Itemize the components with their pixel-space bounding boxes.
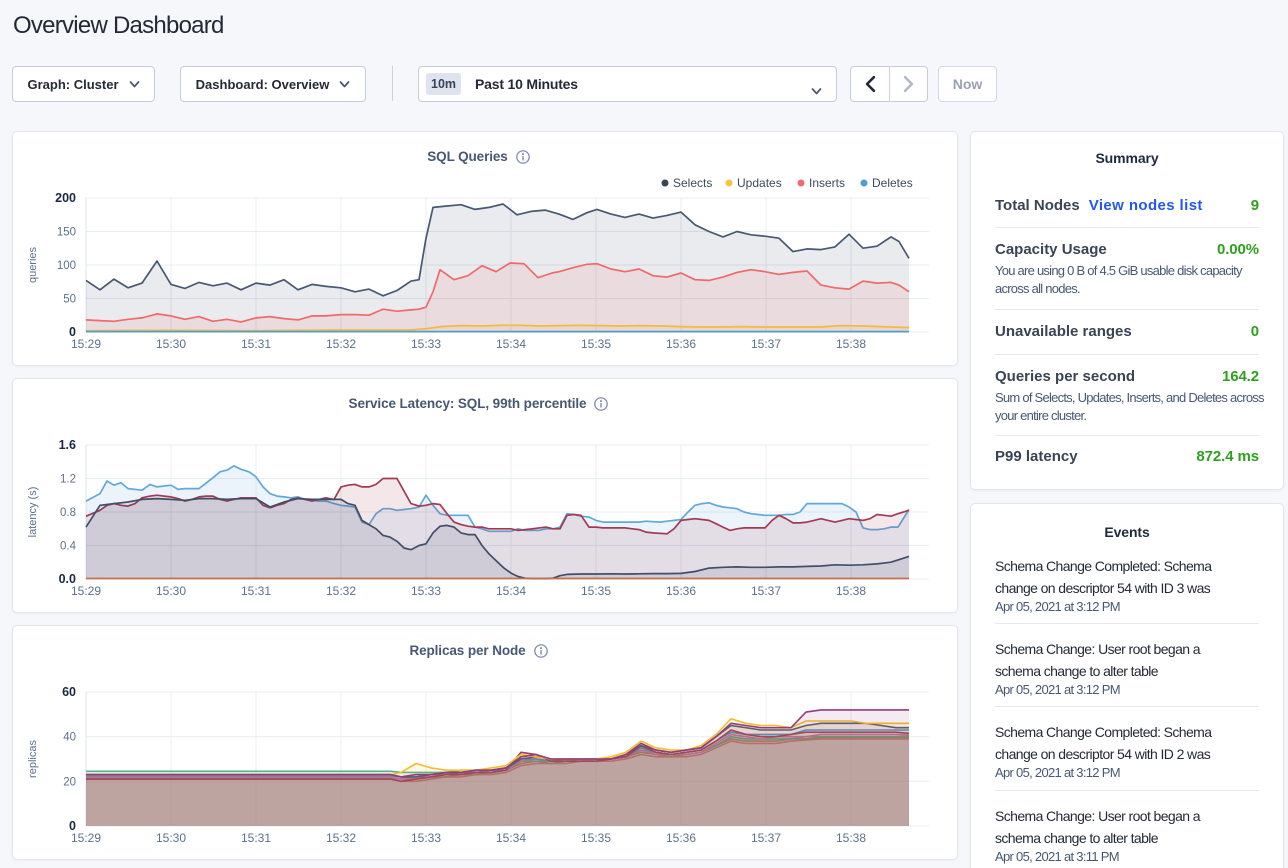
svg-text:15:36: 15:36	[666, 584, 696, 598]
svg-text:15:35: 15:35	[581, 584, 611, 598]
svg-text:15:29: 15:29	[71, 584, 101, 598]
svg-text:15:29: 15:29	[71, 831, 101, 845]
svg-text:15:30: 15:30	[156, 337, 186, 351]
svg-text:15:36: 15:36	[666, 831, 696, 845]
svg-text:200: 200	[55, 191, 76, 205]
svg-text:15:32: 15:32	[326, 337, 356, 351]
svg-text:queries: queries	[27, 246, 39, 283]
svg-text:Inserts: Inserts	[809, 176, 845, 190]
svg-text:15:34: 15:34	[496, 584, 526, 598]
svg-text:15:30: 15:30	[156, 831, 186, 845]
svg-text:15:38: 15:38	[836, 584, 866, 598]
svg-text:latency (s): latency (s)	[27, 487, 39, 538]
svg-text:15:31: 15:31	[241, 584, 271, 598]
svg-text:15:34: 15:34	[496, 337, 526, 351]
svg-text:15:33: 15:33	[411, 337, 441, 351]
svg-text:15:38: 15:38	[836, 337, 866, 351]
svg-text:15:37: 15:37	[751, 584, 781, 598]
svg-text:replicas: replicas	[27, 740, 39, 778]
svg-text:0.0: 0.0	[59, 572, 76, 586]
svg-text:0.4: 0.4	[60, 541, 77, 553]
svg-text:0: 0	[69, 325, 76, 339]
svg-text:15:32: 15:32	[326, 831, 356, 845]
svg-text:50: 50	[63, 294, 76, 306]
svg-text:100: 100	[57, 260, 76, 272]
svg-text:15:34: 15:34	[496, 831, 526, 845]
svg-text:60: 60	[62, 685, 76, 699]
svg-text:0.8: 0.8	[60, 507, 76, 519]
svg-text:1.2: 1.2	[60, 474, 76, 486]
svg-text:15:32: 15:32	[326, 584, 356, 598]
svg-text:Selects: Selects	[673, 176, 712, 190]
svg-text:15:31: 15:31	[241, 337, 271, 351]
svg-text:15:35: 15:35	[581, 337, 611, 351]
svg-text:1.6: 1.6	[59, 438, 76, 452]
svg-text:0: 0	[69, 819, 76, 833]
svg-text:15:37: 15:37	[751, 831, 781, 845]
svg-text:15:30: 15:30	[156, 584, 186, 598]
svg-text:15:35: 15:35	[581, 831, 611, 845]
svg-text:Updates: Updates	[737, 176, 782, 190]
svg-text:15:29: 15:29	[71, 337, 101, 351]
svg-text:15:33: 15:33	[411, 831, 441, 845]
svg-text:Deletes: Deletes	[872, 176, 913, 190]
svg-text:15:37: 15:37	[751, 337, 781, 351]
svg-text:15:31: 15:31	[241, 831, 271, 845]
svg-text:20: 20	[63, 776, 76, 788]
svg-text:15:38: 15:38	[836, 831, 866, 845]
svg-text:15:36: 15:36	[666, 337, 696, 351]
svg-text:40: 40	[63, 732, 76, 744]
svg-text:150: 150	[57, 227, 76, 239]
svg-text:15:33: 15:33	[411, 584, 441, 598]
